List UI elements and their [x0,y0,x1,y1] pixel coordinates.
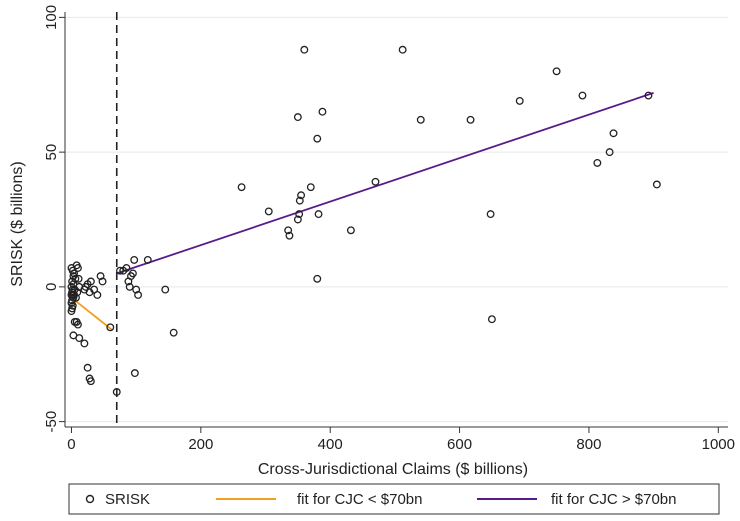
data-point [515,96,524,105]
x-ticks: 0 200 400 600 800 1000 [67,427,735,453]
data-point [143,255,152,264]
data-point [98,277,107,286]
data-point [487,315,496,324]
data-point [116,266,124,275]
fit-line-high [116,91,654,275]
x-tick-label: 600 [447,436,472,453]
data-point [578,91,587,100]
data-point [128,269,137,278]
data-point [70,269,79,278]
data-point [313,274,322,283]
data-point [466,115,475,124]
data-point [552,67,561,76]
data-point [130,369,139,378]
data-point [83,363,92,372]
data-point [161,285,170,294]
data-point [285,231,294,240]
y-ticks: -50 0 50 100 [43,5,65,433]
fit-lines [70,91,654,331]
data-point [134,291,143,299]
data-point [73,320,82,329]
data-point [295,210,304,219]
srisk-points [67,45,661,396]
axes [64,12,728,428]
x-tick-label: 200 [188,436,213,453]
legend-srisk-marker [85,494,95,504]
legend-fit-high-label: fit for CJC > $70bn [551,491,676,508]
legend: SRISK fit for CJC < $70bn fit for CJC > … [68,483,720,515]
data-point [72,293,80,302]
data-point [122,264,131,272]
x-tick-label: 400 [318,436,343,453]
data-point [80,339,89,348]
y-tick-label: -50 [43,411,60,433]
data-point [75,334,84,343]
data-point [86,377,95,386]
data-point [416,115,425,124]
data-point [125,282,134,291]
data-point [293,215,302,224]
data-point [593,158,602,167]
data-point [71,274,80,283]
data-point [67,307,76,316]
data-point [318,107,327,116]
y-axis-label: SRISK ($ billions) [9,161,26,286]
y-tick-label: 0 [43,283,60,291]
data-point [130,255,139,264]
data-point [306,183,315,192]
fit-line-low [70,296,113,331]
data-point [297,191,306,200]
data-point [300,45,309,54]
data-point [264,207,273,216]
data-point [237,183,246,192]
data-point [609,129,618,138]
data-point [644,91,653,100]
data-point [652,180,661,189]
data-point [112,388,121,396]
data-point [346,226,355,235]
y-tick-label: 50 [43,144,60,161]
gridlines [65,16,728,423]
y-tick-label: 100 [43,5,60,30]
data-point [86,277,95,286]
data-point [486,210,495,219]
x-tick-label: 0 [67,436,75,453]
data-point [106,323,115,332]
data-point [93,291,102,299]
legend-fit-low-label: fit for CJC < $70bn [297,491,422,508]
data-point [284,226,293,235]
x-axis-label: Cross-Jurisdictional Claims ($ billions) [258,461,528,478]
data-point [371,177,380,186]
data-point [74,274,83,283]
data-point [293,113,302,122]
data-point [314,210,323,219]
x-tick-label: 800 [576,436,601,453]
data-point [398,45,407,54]
data-point [313,134,322,143]
data-point [605,148,614,157]
legend-srisk-label: SRISK [105,491,150,508]
data-point [295,196,304,205]
legend-box [68,483,720,515]
data-point [73,288,82,297]
data-point [73,264,82,272]
data-point [169,328,178,337]
x-tick-label: 1000 [702,436,735,453]
